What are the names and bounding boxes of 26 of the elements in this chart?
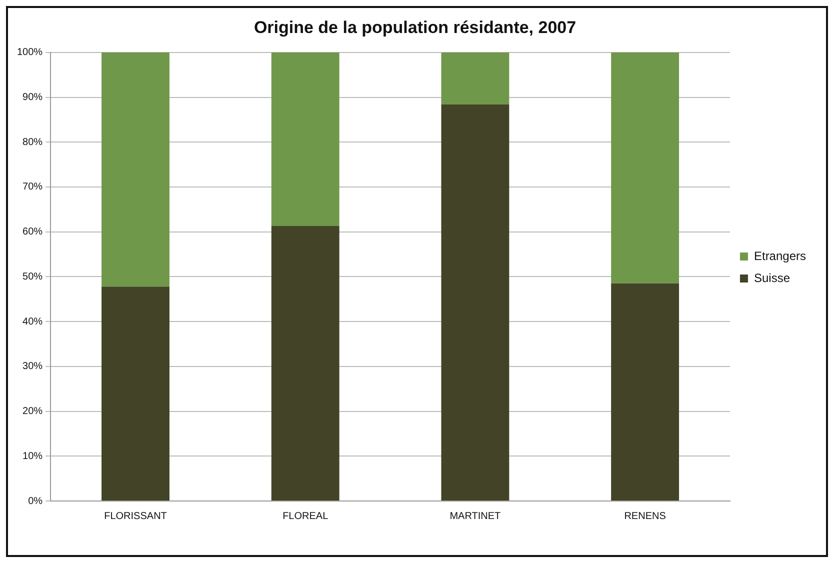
bar xyxy=(271,52,340,226)
bar xyxy=(271,226,340,500)
y-tick-label: 60% xyxy=(22,226,43,238)
y-tick-label: 0% xyxy=(28,496,43,507)
y-tick-label: 90% xyxy=(22,92,43,104)
legend-label: Etrangers xyxy=(754,248,806,263)
bar xyxy=(611,283,680,500)
x-tick-label: RENENS xyxy=(624,510,666,522)
bar xyxy=(611,52,680,284)
legend-label: Suisse xyxy=(754,270,790,285)
y-tick-label: 10% xyxy=(22,450,43,462)
y-tick-label: 40% xyxy=(22,316,43,328)
y-tick-label: 80% xyxy=(22,136,43,148)
y-tick-label: 50% xyxy=(22,271,43,282)
chart-title: Origine de la population résidante, 2007 xyxy=(254,18,576,37)
x-tick-label: FLORISSANT xyxy=(104,510,167,522)
x-tick-label: FLOREAL xyxy=(282,510,329,522)
bar xyxy=(102,52,170,287)
y-tick-label: 30% xyxy=(22,361,43,372)
y-tick-label: 100% xyxy=(17,47,43,58)
bar xyxy=(441,104,510,500)
bar xyxy=(102,286,170,500)
bar xyxy=(441,52,510,104)
x-tick-label: MARTINET xyxy=(450,510,501,522)
y-tick-label: 20% xyxy=(22,406,43,418)
y-tick-label: 70% xyxy=(22,182,43,193)
